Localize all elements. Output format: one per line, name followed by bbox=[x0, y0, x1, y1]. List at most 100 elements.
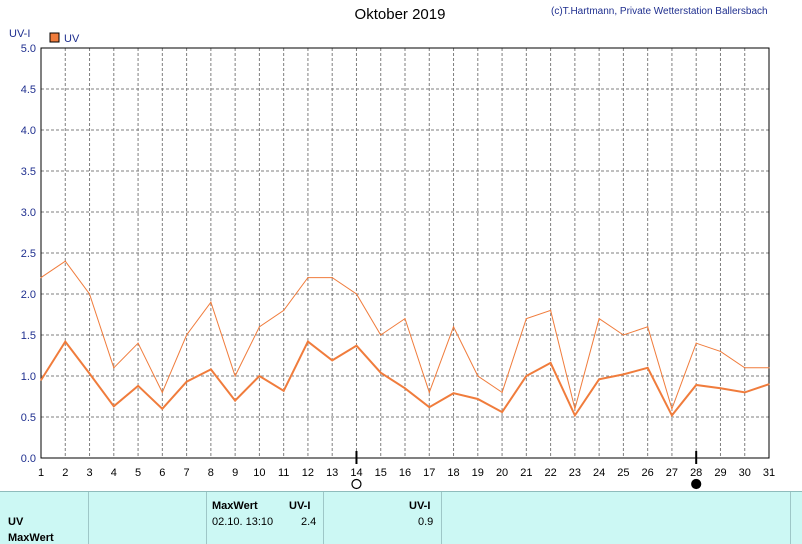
unit-header-2: UV-I bbox=[409, 500, 431, 512]
max-data-point bbox=[695, 342, 697, 344]
x-tick-label: 12 bbox=[302, 467, 314, 479]
mean-data-point bbox=[88, 372, 91, 375]
max-data-point bbox=[622, 334, 625, 336]
x-tick-label: 14 bbox=[350, 467, 362, 479]
y-tick-label: 2.0 bbox=[21, 289, 36, 301]
mean-data-point bbox=[113, 405, 115, 407]
x-tick-label: 19 bbox=[472, 467, 484, 479]
mean-data-point bbox=[695, 384, 697, 386]
max-data-point bbox=[550, 309, 552, 311]
row-label-uv: UV bbox=[8, 516, 24, 528]
mean-data-point bbox=[768, 383, 770, 385]
max-data-point bbox=[598, 318, 600, 320]
x-tick-label: 23 bbox=[569, 467, 581, 479]
mean-data-point bbox=[404, 387, 406, 389]
y-tick-label: 1.5 bbox=[21, 330, 36, 342]
max-data-point bbox=[258, 326, 260, 328]
max-datetime: 02.10. 13:10 bbox=[212, 516, 274, 528]
mean-data-point bbox=[161, 408, 163, 410]
max-data-point bbox=[355, 293, 358, 295]
max-data-point bbox=[283, 309, 285, 311]
mean-data-point bbox=[186, 381, 188, 383]
x-tick-label: 1 bbox=[38, 467, 44, 479]
mean-data-point bbox=[428, 406, 430, 408]
x-tick-label: 25 bbox=[617, 467, 629, 479]
y-tick-label: 4.0 bbox=[21, 125, 36, 137]
panel-divider bbox=[441, 492, 442, 544]
max-value: 2.4 bbox=[301, 516, 317, 528]
x-tick-label: 31 bbox=[763, 467, 775, 479]
max-data-point bbox=[428, 391, 430, 393]
y-tick-label: 0.0 bbox=[21, 453, 36, 465]
mean-data-point bbox=[744, 391, 746, 393]
mean-data-point bbox=[210, 368, 212, 371]
mean-data-point bbox=[283, 390, 285, 392]
y-tick-label: 1.0 bbox=[21, 371, 36, 383]
max-data-point bbox=[113, 367, 115, 369]
max-data-point bbox=[307, 277, 309, 279]
max-data-point bbox=[404, 318, 406, 320]
max-data-point bbox=[744, 367, 746, 369]
y-tick-label: 0.5 bbox=[21, 412, 36, 424]
x-tick-label: 2 bbox=[62, 467, 68, 479]
x-tick-label: 29 bbox=[714, 467, 726, 479]
max-data-point bbox=[40, 277, 42, 279]
mean-data-point bbox=[331, 359, 333, 362]
panel-divider bbox=[790, 492, 791, 544]
series bbox=[40, 260, 770, 418]
mean-data-point bbox=[234, 400, 236, 402]
y-ticks: 0.0 0.5 1.0 1.5 2.0 2.5 3.0 3.5 4.0 4.5 5.0 bbox=[21, 43, 36, 465]
max-data-point bbox=[64, 260, 66, 262]
moon-markers bbox=[351, 451, 702, 490]
max-data-point bbox=[380, 334, 382, 336]
x-tick-label: 4 bbox=[111, 467, 117, 479]
row-label-maxwert: MaxWert bbox=[8, 532, 54, 544]
x-ticks: 1 2 3 4 5 6 7 8 9 10 11 12 13 14 15 16 17 18 19 20 21 22 23 24 2… bbox=[38, 467, 775, 479]
max-data-point bbox=[501, 391, 503, 393]
full-moon-icon bbox=[351, 478, 362, 490]
max-data-point bbox=[234, 375, 236, 377]
max-data-point bbox=[331, 277, 333, 279]
max-data-point bbox=[574, 408, 576, 410]
max-data-point bbox=[477, 375, 479, 377]
x-tick-label: 6 bbox=[159, 467, 165, 479]
uv-chart: UV-I UV 0.0 0.5 1.0 1.5 2.0 2.5 3.0 3.5 4.0 4.5 5.… bbox=[9, 28, 775, 490]
mean-data-point bbox=[622, 373, 625, 375]
legend-swatch bbox=[49, 32, 60, 43]
max-data-point bbox=[768, 367, 770, 369]
x-tick-label: 18 bbox=[447, 467, 459, 479]
mean-data-point bbox=[355, 345, 358, 347]
mean-data-point bbox=[452, 392, 455, 394]
maxwert-header: MaxWert bbox=[212, 500, 258, 512]
mean-data-point bbox=[598, 378, 600, 380]
x-tick-label: 10 bbox=[253, 467, 265, 479]
chart-title: Oktober 2019 bbox=[354, 6, 446, 23]
max-data-point bbox=[525, 318, 527, 320]
x-tick-label: 13 bbox=[326, 467, 338, 479]
mean-data-point bbox=[525, 375, 527, 377]
y-tick-label: 4.5 bbox=[21, 84, 36, 96]
x-tick-label: 16 bbox=[399, 467, 411, 479]
y-axis-label: UV-I bbox=[9, 28, 30, 40]
x-tick-label: 30 bbox=[739, 467, 751, 479]
mean-data-point bbox=[671, 414, 673, 416]
max-data-point bbox=[137, 342, 139, 344]
plot-area bbox=[40, 47, 770, 459]
x-tick-label: 17 bbox=[423, 467, 435, 479]
mean-data-point bbox=[137, 385, 139, 387]
mean-data-point bbox=[307, 340, 309, 343]
x-tick-label: 8 bbox=[208, 467, 214, 479]
copyright-text: (c)T.Hartmann, Private Wetterstation Bal… bbox=[551, 6, 768, 17]
x-tick-label: 24 bbox=[593, 467, 605, 479]
panel-divider bbox=[323, 492, 324, 544]
max-data-point bbox=[186, 334, 188, 336]
max-data-point bbox=[452, 326, 455, 328]
y-tick-label: 3.5 bbox=[21, 166, 36, 178]
panel-divider bbox=[206, 492, 207, 544]
mean-data-point bbox=[477, 398, 479, 400]
max-data-point bbox=[719, 350, 722, 352]
x-tick-label: 15 bbox=[375, 467, 387, 479]
mean-data-point bbox=[40, 379, 42, 381]
panel-divider bbox=[88, 492, 89, 544]
mean-data-point bbox=[380, 372, 382, 374]
